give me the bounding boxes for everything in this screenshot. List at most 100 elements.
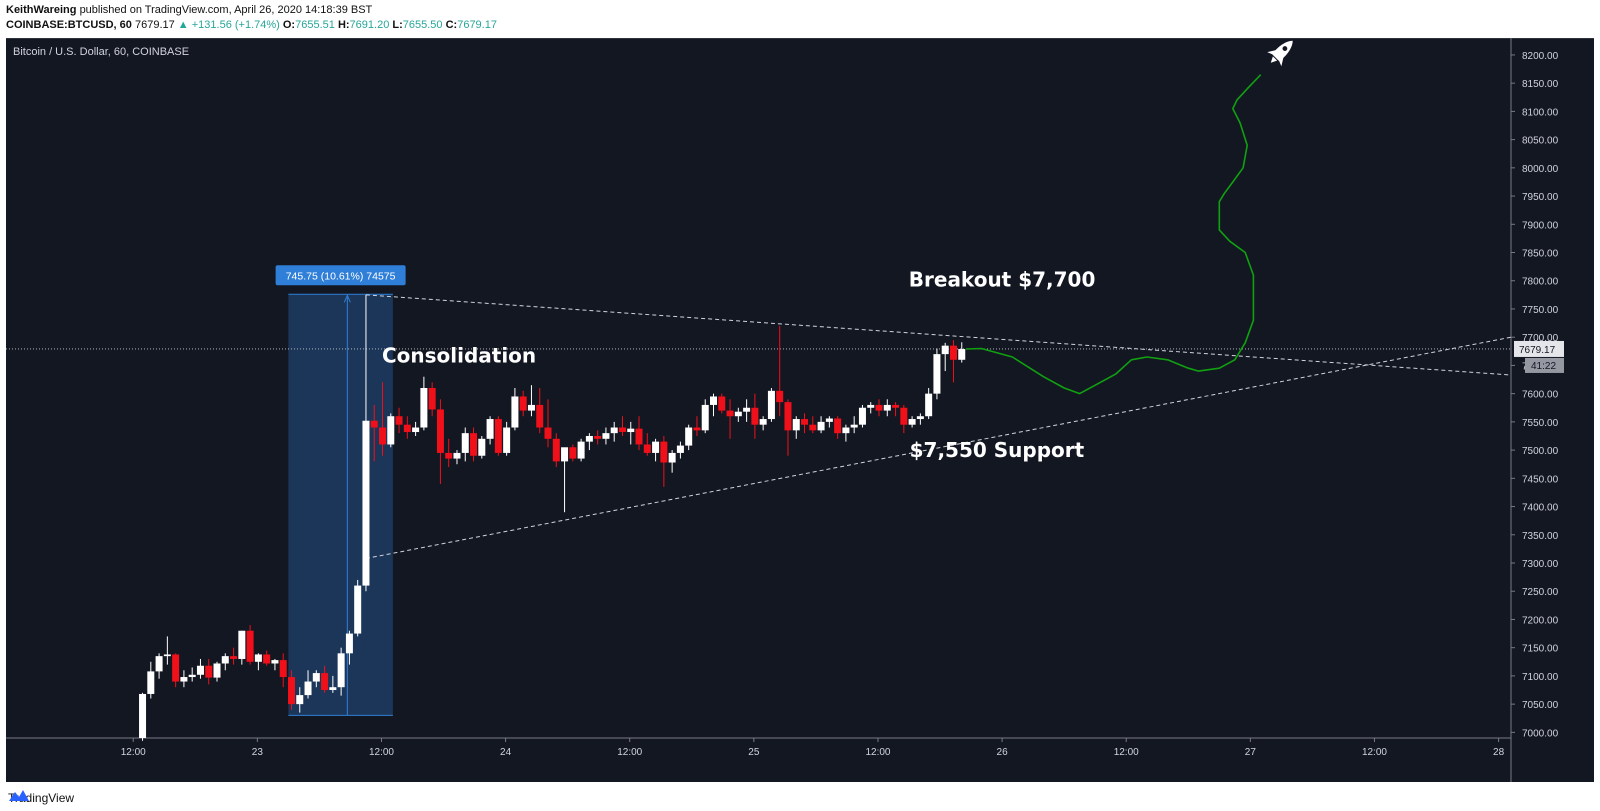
candle-body [842, 427, 850, 434]
candle-body [668, 452, 676, 463]
candle [271, 658, 279, 671]
candle-body [825, 418, 833, 422]
trendline-resistance[interactable] [365, 294, 1512, 376]
trendlines[interactable] [6, 294, 1512, 559]
symbol-line: COINBASE:BTCUSD, 60 7679.17 ▲ +131.56 (+… [6, 18, 497, 33]
candle-body [660, 441, 668, 463]
candle-body [900, 407, 908, 425]
candle-body [577, 441, 585, 459]
candle-body [635, 428, 643, 445]
annotation-text[interactable]: $7,550 Support [910, 438, 1085, 462]
annotation-text[interactable]: Breakout $7,700 [909, 267, 1096, 291]
y-tick-label: 7450.00 [1522, 474, 1559, 485]
trendline-support[interactable] [365, 336, 1512, 559]
author-name[interactable]: KeithWareing [6, 4, 77, 16]
candle [701, 399, 709, 434]
candle-body [925, 393, 933, 417]
candle-body [883, 404, 891, 411]
tradingview-logo-icon[interactable] [8, 788, 30, 802]
measure-box[interactable] [288, 294, 393, 716]
y-tick-label: 7050.00 [1522, 700, 1559, 711]
candle [263, 650, 271, 666]
y-tick-label: 7100.00 [1522, 672, 1559, 683]
price-label-box[interactable] [1514, 340, 1564, 357]
candle [246, 625, 254, 665]
candle [345, 630, 353, 665]
candle-body [362, 420, 370, 586]
candle [420, 376, 428, 431]
x-tick-label: 12:00 [865, 747, 890, 758]
y-tick-label: 8150.00 [1522, 79, 1559, 90]
candle-body [569, 447, 577, 459]
candle-body [949, 345, 957, 360]
y-tick-label: 8050.00 [1522, 136, 1559, 147]
annotations[interactable]: Consolidation Breakout $7,700 $7,550 Suppo… [382, 267, 1095, 461]
candle-body [751, 407, 759, 425]
candle [635, 416, 643, 451]
candle [652, 438, 660, 462]
candle [676, 441, 684, 459]
y-tick-label: 7850.00 [1522, 249, 1559, 260]
high-value: 7691.20 [349, 19, 390, 31]
candle [949, 340, 957, 383]
price-chart[interactable]: Bitcoin / U.S. Dollar, 60, COINBASE 745.… [6, 38, 1594, 782]
candle [867, 402, 875, 414]
candle [254, 653, 262, 671]
candle-body [279, 660, 287, 678]
candle-body [734, 411, 742, 417]
price-axis[interactable]: 8200.00 8150.00 8100.00 8050.00 8000.00 7950.… [1511, 51, 1564, 739]
y-tick-label: 7750.00 [1522, 305, 1559, 316]
candle [139, 692, 147, 741]
candle-body [213, 663, 221, 678]
y-tick-label: 7700.00 [1522, 333, 1559, 344]
candle-body [254, 654, 262, 662]
candle [552, 433, 560, 468]
measure-label: 745.75 (10.61%) 74575 [286, 270, 396, 282]
projection-line[interactable] [965, 74, 1262, 395]
candle [602, 427, 610, 445]
candle-body [801, 419, 809, 425]
candle-body [321, 673, 329, 691]
candle [494, 416, 502, 456]
candle-body [643, 444, 651, 453]
candle [842, 424, 850, 442]
candle [238, 630, 246, 665]
time-axis[interactable]: 12:00 23 12:00 24 12:00 25 12:00 26 12:00 27 12:00… [121, 738, 1505, 758]
measure-label-box[interactable] [275, 265, 406, 286]
candle [387, 413, 395, 448]
candle [577, 438, 585, 462]
candle-body [461, 433, 469, 453]
candle-body [544, 427, 552, 439]
annotation-text[interactable]: Consolidation [382, 344, 536, 368]
rocket-body [1272, 40, 1293, 62]
candle [710, 393, 718, 417]
measure-tool[interactable]: 745.75 (10.61%) 74575 [275, 265, 406, 716]
candle-body [817, 421, 825, 431]
candle-body [205, 665, 213, 678]
candle-body [867, 404, 875, 408]
candle-body [610, 427, 618, 434]
chart-panel[interactable]: Bitcoin / U.S. Dollar, 60, COINBASE 745.… [6, 38, 1594, 782]
candle [743, 399, 751, 422]
candle [511, 388, 519, 431]
y-tick-label: 8000.00 [1522, 164, 1559, 175]
candle-body [776, 390, 784, 403]
candle [693, 416, 701, 436]
candle-body [271, 660, 279, 664]
candle [279, 653, 287, 688]
candle-body [486, 419, 494, 439]
price-label: 7679.17 [1519, 345, 1556, 356]
candle [585, 433, 593, 451]
candle [180, 670, 188, 688]
candle [312, 670, 320, 688]
candle-body [594, 435, 602, 439]
candle-body [652, 441, 660, 453]
candle-body [916, 416, 924, 420]
chart-title: Bitcoin / U.S. Dollar, 60, COINBASE [13, 46, 189, 58]
candle [834, 416, 842, 439]
projection-path[interactable] [965, 74, 1262, 395]
candle [527, 385, 535, 417]
candle [850, 416, 858, 434]
candle-body [238, 630, 246, 659]
candle-body [602, 433, 610, 439]
